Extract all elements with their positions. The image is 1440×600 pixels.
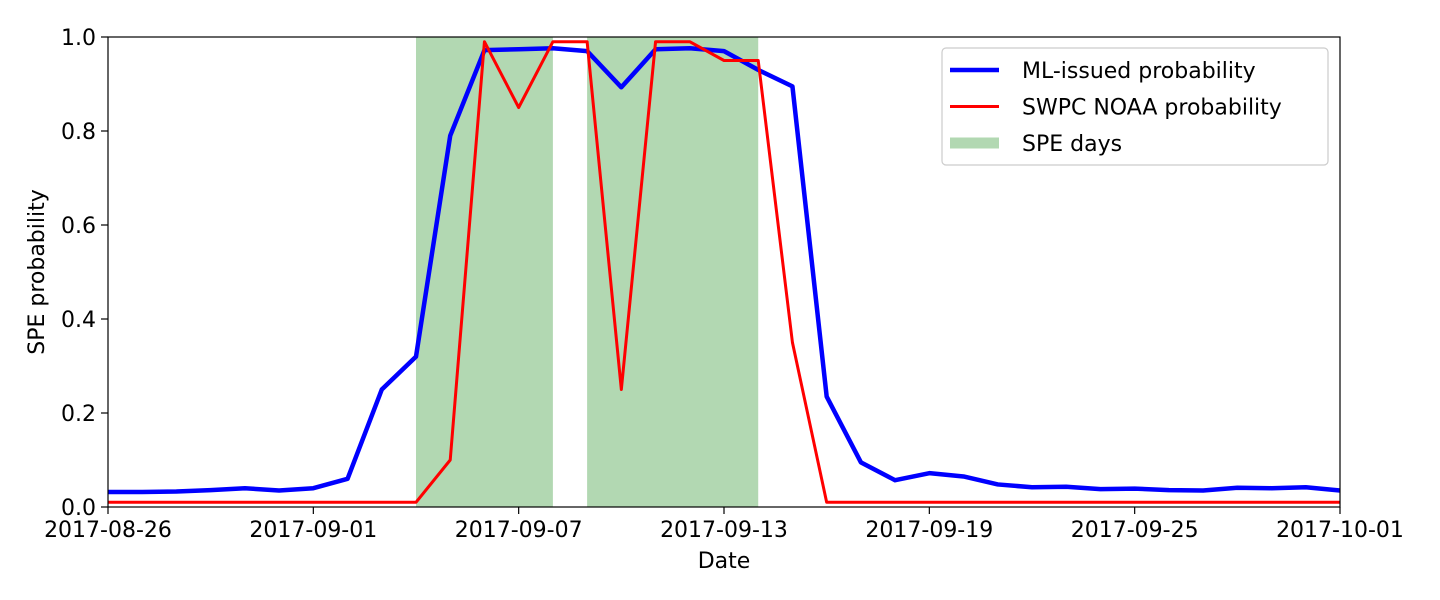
spe-day-spans [416,37,759,507]
x-tick-label: 2017-09-13 [660,518,788,543]
y-tick-label: 1.0 [61,26,96,51]
x-tick-label: 2017-09-19 [865,518,993,543]
y-tick-label: 0.4 [61,308,96,333]
legend-label: SWPC NOAA probability [1022,96,1282,121]
y-tick-label: 0.8 [61,120,96,145]
x-axis: 2017-08-26 2017-09-01 2017-09-07 2017-09-13… [44,507,1404,543]
legend-label: SPE days [1022,132,1122,157]
spe-day-span-2 [587,37,759,507]
y-axis-title: SPE probability [25,189,50,355]
x-tick-label: 2017-10-01 [1276,518,1404,543]
series-lines [108,40,1341,504]
y-tick-label: 0.2 [61,402,96,427]
x-tick-label: 2017-09-07 [455,518,583,543]
ml-probability-line [108,46,1341,495]
x-axis-title: Date [698,549,751,574]
y-axis: 0.0 0.2 0.4 0.6 0.8 1.0 [61,26,108,521]
x-tick-label: 2017-08-26 [44,518,172,543]
y-tick-label: 0.6 [61,214,96,239]
legend: ML-issued probability SWPC NOAA probabili… [941,47,1329,166]
legend-label: ML-issued probability [1022,59,1256,84]
y-tick-label: 0.0 [61,496,96,521]
x-tick-label: 2017-09-25 [1071,518,1199,543]
spe-day-span-1 [416,37,553,507]
x-tick-label: 2017-09-01 [249,518,377,543]
swpc-noaa-probability-line [108,40,1340,504]
legend-box [941,47,1329,166]
